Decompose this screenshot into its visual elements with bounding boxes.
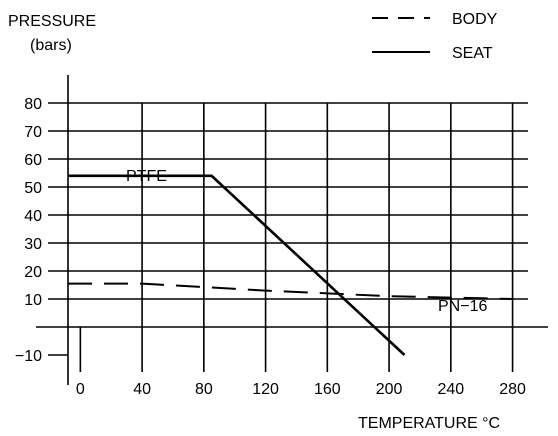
y-tick-label: 80	[24, 96, 42, 113]
x-axis-label: TEMPERATURE °C	[358, 415, 500, 432]
x-tick-label: 0	[76, 381, 85, 398]
y-axis-label-line2: (bars)	[30, 37, 72, 54]
y-axis-label-line1: PRESSURE	[8, 13, 96, 30]
chart-grid	[36, 75, 548, 385]
y-tick-label: −10	[15, 348, 42, 365]
legend: BODY SEAT	[372, 11, 498, 62]
pn16-annotation: PN−16	[438, 298, 487, 315]
y-tick-label: 70	[24, 124, 42, 141]
legend-body-label: BODY	[452, 11, 498, 28]
ptfe-annotation: PTFE	[126, 168, 167, 185]
y-tick-label: 40	[24, 208, 42, 225]
x-tick-label: 280	[499, 381, 526, 398]
x-tick-label: 80	[195, 381, 213, 398]
y-tick-label: 60	[24, 152, 42, 169]
x-tick-label: 120	[252, 381, 279, 398]
y-tick-label: 10	[24, 292, 42, 309]
x-tick-label: 40	[133, 381, 151, 398]
y-tick-label: 30	[24, 236, 42, 253]
y-tick-label: 20	[24, 264, 42, 281]
x-tick-label: 240	[437, 381, 464, 398]
chart-tick-labels: −10 10 20 30 40 50 60 70 80 0 40 80 120 160 200 240 280	[15, 96, 526, 398]
x-tick-label: 200	[376, 381, 403, 398]
series-line-body	[68, 282, 513, 300]
series-line-seat	[68, 174, 406, 356]
legend-seat-label: SEAT	[452, 45, 493, 62]
chart-series	[68, 174, 513, 356]
x-tick-label: 160	[314, 381, 341, 398]
y-tick-label: 50	[24, 180, 42, 197]
